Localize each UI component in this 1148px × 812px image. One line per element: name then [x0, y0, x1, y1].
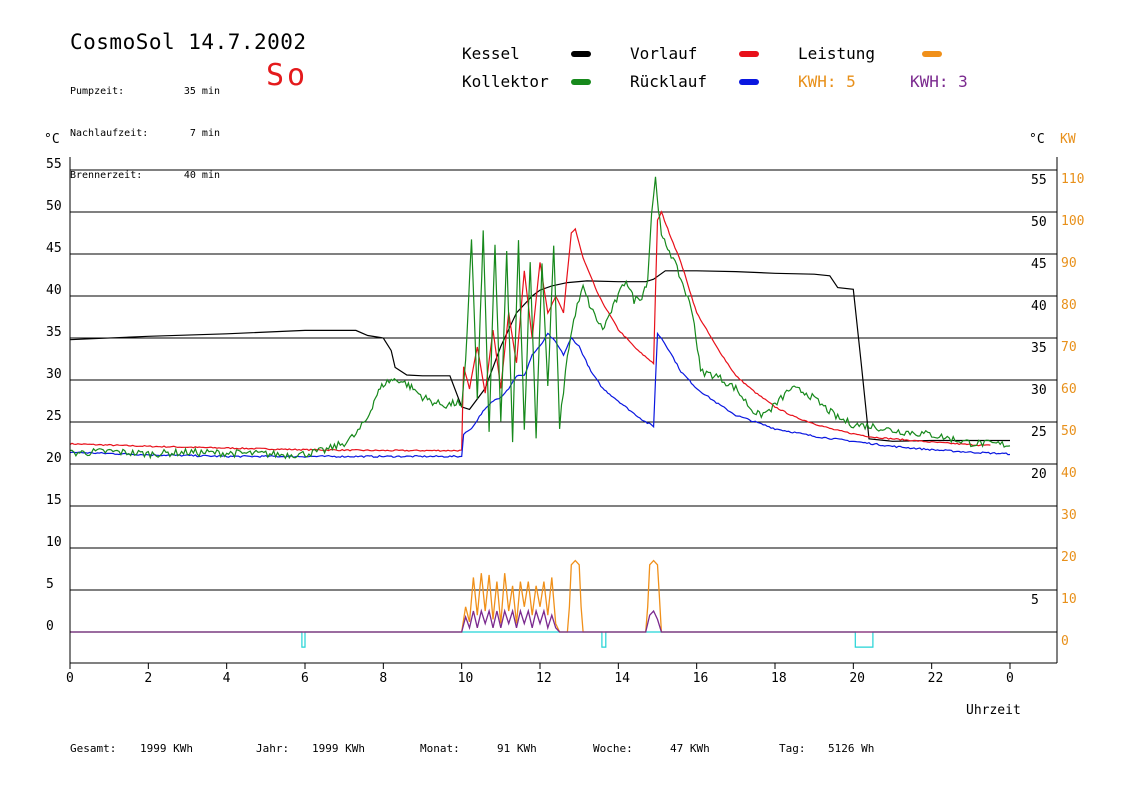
series-line-brenner — [70, 631, 1010, 648]
y-tick-label-power: 90 — [1061, 256, 1077, 271]
series-line-r-cklauf — [69, 331, 1011, 459]
y-tick-label-right: 20 — [1031, 467, 1047, 482]
legend-ruecklauf-swatch — [739, 79, 759, 85]
footer-monat-value: 91 KWh — [497, 742, 537, 755]
legend-kollektor-label: Kollektor — [462, 72, 549, 91]
param-label: Nachlaufzeit: — [70, 128, 149, 139]
y-tick-label-left: 15 — [46, 493, 62, 508]
legend-kwh-secondary: KWH: 3 — [910, 72, 968, 91]
param-value: 40 min — [183, 170, 220, 181]
y-tick-label-left: 10 — [46, 535, 62, 550]
y-tick-label-left: 55 — [46, 157, 62, 172]
legend-leistung-swatch — [922, 51, 942, 57]
y-tick-label-left: 5 — [46, 577, 54, 592]
param-row: Brennerzeit: 40 min — [70, 169, 220, 183]
x-tick-label: 8 — [379, 671, 387, 686]
y-tick-label-left: 40 — [46, 283, 62, 298]
x-tick-label: 18 — [771, 671, 787, 686]
y-tick-label-left: 45 — [46, 241, 62, 256]
legend-leistung-label: Leistung — [798, 44, 876, 63]
y-tick-label-power: 70 — [1061, 340, 1077, 355]
x-tick-label: 10 — [458, 671, 474, 686]
param-row: Nachlaufzeit: 7 min — [70, 127, 220, 141]
y-tick-label-right: 45 — [1031, 257, 1047, 272]
param-value: 35 min — [183, 86, 220, 97]
footer-jahr-label: Jahr: — [256, 742, 290, 755]
legend-kessel-label: Kessel — [462, 44, 520, 63]
series-line-leistung — [70, 559, 1010, 633]
x-tick-label: 12 — [536, 671, 552, 686]
x-tick-label: 4 — [223, 671, 231, 686]
x-tick-label: 14 — [614, 671, 630, 686]
chart-title: CosmoSol 14.7.2002 — [70, 30, 307, 54]
series-line-vorlauf — [69, 210, 991, 452]
x-tick-label: 0 — [1006, 671, 1014, 686]
footer-woche-label: Woche: — [593, 742, 633, 755]
x-axis-label: Uhrzeit — [966, 703, 1021, 718]
y-tick-label-left: 50 — [46, 199, 62, 214]
series-line-kollektor — [70, 176, 1011, 460]
y-tick-label-power: 50 — [1061, 424, 1077, 439]
x-tick-label: 0 — [66, 671, 74, 686]
y-tick-label-power: 30 — [1061, 508, 1077, 523]
y-tick-label-right: 35 — [1031, 341, 1047, 356]
footer-monat-label: Monat: — [420, 742, 460, 755]
footer-woche-value: 47 KWh — [670, 742, 710, 755]
x-tick-label: 6 — [301, 671, 309, 686]
y-tick-label-power: 10 — [1061, 592, 1077, 607]
legend-vorlauf-swatch — [739, 51, 759, 57]
y-tick-label-power: 60 — [1061, 382, 1077, 397]
param-value: 7 min — [189, 128, 220, 139]
legend-kollektor-swatch — [571, 79, 591, 85]
y-tick-label-right: 40 — [1031, 299, 1047, 314]
y-tick-label-left: 30 — [46, 367, 62, 382]
y-tick-label-power: 0 — [1061, 634, 1069, 649]
run-times: Pumpzeit: 35 min Nachlaufzeit: 7 min Brenn… — [70, 57, 220, 197]
x-tick-label: 2 — [144, 671, 152, 686]
footer-tag-value: 5126 Wh — [828, 742, 875, 755]
y-tick-label-left: 20 — [46, 451, 62, 466]
y-tick-label-power: 110 — [1061, 172, 1084, 187]
y-tick-label-right: 25 — [1031, 425, 1047, 440]
footer-gesamt-label: Gesamt: — [70, 742, 117, 755]
param-label: Pumpzeit: — [70, 86, 125, 97]
series-line-kwh-3 — [70, 608, 1010, 633]
footer-tag-label: Tag: — [779, 742, 806, 755]
legend-vorlauf-label: Vorlauf — [630, 44, 698, 63]
legend-ruecklauf-label: Rücklauf — [630, 72, 708, 91]
param-row: Pumpzeit: 35 min — [70, 85, 220, 99]
x-tick-label: 16 — [693, 671, 709, 686]
y-axis-power-unit: KW — [1060, 132, 1076, 147]
y-tick-label-right: 50 — [1031, 215, 1047, 230]
y-tick-label-power: 80 — [1061, 298, 1077, 313]
footer-jahr-value: 1999 KWh — [312, 742, 365, 755]
weekday-label: So — [266, 58, 309, 93]
footer-gesamt-value: 1999 KWh — [140, 742, 193, 755]
x-tick-label: 20 — [849, 671, 865, 686]
y-tick-label-left: 0 — [46, 619, 54, 634]
legend-kessel-swatch — [571, 51, 591, 57]
y-tick-label-right: 5 — [1031, 593, 1039, 608]
y-tick-label-left: 35 — [46, 325, 62, 340]
y-tick-label-right: 55 — [1031, 173, 1047, 188]
y-tick-label-power: 100 — [1061, 214, 1084, 229]
param-label: Brennerzeit: — [70, 170, 143, 181]
y-tick-label-right: 30 — [1031, 383, 1047, 398]
y-tick-label-power: 20 — [1061, 550, 1077, 565]
y-tick-label-power: 40 — [1061, 466, 1077, 481]
y-axis-right-unit: °C — [1029, 132, 1045, 147]
y-axis-left-unit: °C — [44, 132, 60, 147]
legend-kwh-total: KWH: 5 — [798, 72, 856, 91]
y-tick-label-left: 25 — [46, 409, 62, 424]
x-tick-label: 22 — [928, 671, 944, 686]
